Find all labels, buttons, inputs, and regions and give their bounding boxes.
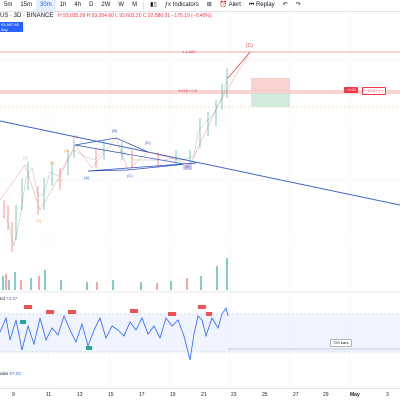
indicators-label: Indicators [172, 2, 199, 8]
buy-price-value: 93,987.85 [1, 22, 19, 27]
wave-label-d[interactable]: (D) [145, 140, 151, 145]
x-tick: 17 [139, 392, 145, 398]
position-stop-zone[interactable] [251, 78, 290, 91]
timeframe-w[interactable]: W [118, 2, 125, 8]
indicators-button[interactable]: ƒx Indicators [161, 0, 203, 11]
x-tick: 3 [386, 392, 389, 398]
wave-path[interactable] [0, 51, 251, 211]
x-tick: 21 [201, 392, 207, 398]
wave-label-c-blue[interactable]: (C) [127, 173, 133, 178]
x-tick: 11 [46, 392, 52, 398]
rsi-value: 74.47 [6, 296, 18, 301]
position-label[interactable]: −0.01 [344, 87, 359, 93]
wave-label-3[interactable]: (3) [50, 160, 55, 165]
triangle-pattern[interactable] [74, 137, 197, 172]
volume-value: 67.03 [9, 371, 21, 376]
wave-label-b[interactable]: (B) [112, 128, 118, 133]
rsi-bull-markers [20, 320, 92, 350]
wave-label-2[interactable]: (2) [36, 218, 41, 223]
x-tick: 25 [262, 392, 268, 398]
wave-label-a-red[interactable]: (A) [73, 134, 79, 139]
wave-label-e[interactable]: (E) [183, 164, 193, 170]
undo-icon[interactable]: ↶ [282, 2, 288, 8]
x-tick: 27 [293, 392, 299, 398]
volume-label-text: ules [0, 371, 9, 376]
timeframe-d[interactable]: D [89, 2, 94, 8]
replay-icon: ⏮ [248, 2, 256, 8]
candles [1, 68, 229, 252]
x-tick: 15 [108, 392, 114, 398]
timeframe-m[interactable]: M [132, 2, 138, 8]
buy-price-label: Buy [1, 27, 8, 32]
timeframe-2w[interactable]: 2W [101, 2, 111, 8]
x-tick: 13 [77, 392, 83, 398]
rsi-title-text: tol [0, 296, 5, 301]
volume-label[interactable]: ules 67.03 [0, 371, 21, 376]
wave-label-a-blue[interactable]: (A) [84, 175, 90, 180]
alert-label: Alert [228, 2, 241, 8]
long-trendline[interactable] [0, 120, 400, 206]
wave-label-5[interactable]: (5) [64, 148, 69, 153]
alert-icon: ⏰ [219, 2, 229, 8]
redo-icon[interactable]: ↷ [295, 2, 301, 8]
symbol-title[interactable]: US · 3D · BINANCE [0, 13, 54, 19]
volume-bars [2, 258, 228, 290]
rsi-bear-markers [24, 305, 212, 316]
timeframe-30m[interactable]: 30m [36, 0, 56, 11]
timeframe-15m[interactable]: 15m [20, 2, 33, 8]
ohlc-readout: H 93,035.09 H 93,354.60 L 92,603.20 C 92… [58, 13, 212, 19]
level-label-mid: 0.618 / 0.5 [178, 88, 197, 93]
timeframe-4h[interactable]: 4h [74, 2, 82, 8]
level-label-top: 1.1.882 [182, 49, 196, 54]
replay-label: Replay [255, 2, 275, 8]
wave-label-1[interactable]: (1) [23, 155, 28, 160]
replay-button[interactable]: ⏮ Replay [245, 0, 279, 11]
rsi-bars-label: 720 bars [330, 339, 352, 347]
x-tick: 19 [170, 392, 176, 398]
toolbar-divider [143, 1, 145, 10]
indicators-icon: ƒx [164, 2, 173, 8]
x-tick: 23 [231, 392, 237, 398]
x-tick: 29 [323, 392, 329, 398]
templates-button[interactable]: ⊞ [206, 2, 212, 8]
buy-price-box[interactable]: 93,987.85 Buy [0, 22, 23, 32]
price-chart[interactable] [0, 11, 400, 388]
timeframe-1h[interactable]: 1h [59, 2, 67, 8]
wave-c-leg[interactable] [227, 51, 251, 79]
top-toolbar: 5m 15m 30m 1h 4h D 2W W M ▮▯ ƒx Indicato… [0, 0, 400, 12]
x-tick: May [350, 392, 360, 398]
position-sub-label[interactable]: −13.07 (−) [362, 87, 387, 95]
rsi-title[interactable]: tol 74.47 [0, 296, 17, 301]
x-tick: 9 [12, 392, 15, 398]
time-axis[interactable]: 9 11 13 15 17 19 21 23 25 27 29 May 3 [0, 388, 400, 401]
timeframe-5m[interactable]: 5m [4, 2, 13, 8]
wave-label-4[interactable]: (4) [57, 177, 62, 182]
rsi-line [0, 307, 229, 361]
position-target-zone[interactable] [251, 93, 290, 107]
candle-style-button[interactable]: ▮▯ [150, 2, 157, 8]
wave-label-c-big[interactable]: (C) [246, 43, 253, 49]
alert-button[interactable]: ⏰ Alert [216, 0, 245, 11]
